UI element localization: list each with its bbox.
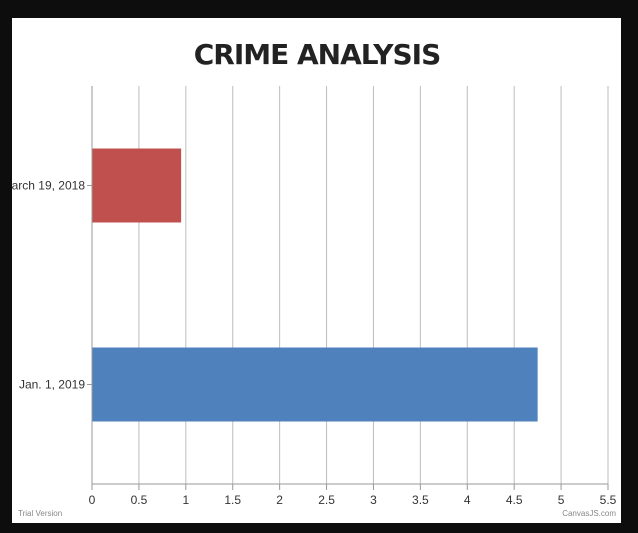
chart-panel: CRIME ANALYSIS 0 0.5 1 1.5 2 2.5 3 3.5 4 4.5 5 5.5 … xyxy=(12,18,621,523)
x-axis-ticks: 0 0.5 1 1.5 2 2.5 3 3.5 4 4.5 5 5.5 xyxy=(89,484,617,507)
x-tick-label-7: 3.5 xyxy=(412,493,429,507)
bar-jan-1-2019[interactable] xyxy=(92,347,538,422)
x-tick-label-10: 5 xyxy=(558,493,565,507)
watermark-left: Trial Version xyxy=(18,509,62,518)
x-tick-label-9: 4.5 xyxy=(506,493,523,507)
bar-march-19-2018[interactable] xyxy=(92,148,182,223)
grid-lines xyxy=(138,86,609,484)
x-tick-label-1: 0.5 xyxy=(131,493,148,507)
category-label-0: March 19, 2018 xyxy=(12,179,85,193)
x-tick-label-6: 3 xyxy=(370,493,377,507)
category-label-1: Jan. 1, 2019 xyxy=(19,378,85,392)
x-tick-label-2: 1 xyxy=(182,493,189,507)
bars xyxy=(92,148,538,422)
x-tick-label-11: 5.5 xyxy=(600,493,617,507)
x-tick-label-0: 0 xyxy=(89,493,96,507)
x-tick-label-8: 4 xyxy=(464,493,471,507)
chart-title: CRIME ANALYSIS xyxy=(194,38,441,71)
x-tick-label-5: 2.5 xyxy=(318,493,335,507)
watermark-right: CanvasJS.com xyxy=(562,509,616,518)
x-tick-label-3: 1.5 xyxy=(224,493,241,507)
x-tick-label-4: 2 xyxy=(276,493,283,507)
y-axis-categories: March 19, 2018 Jan. 1, 2019 xyxy=(12,179,92,392)
bar-chart: CRIME ANALYSIS 0 0.5 1 1.5 2 2.5 3 3.5 4 4.5 5 5.5 … xyxy=(12,38,617,518)
